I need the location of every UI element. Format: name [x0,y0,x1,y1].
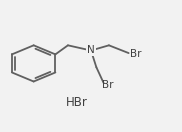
Text: Br: Br [102,80,113,90]
Text: HBr: HBr [66,96,88,109]
Text: Br: Br [130,49,142,59]
Text: N: N [87,46,95,55]
